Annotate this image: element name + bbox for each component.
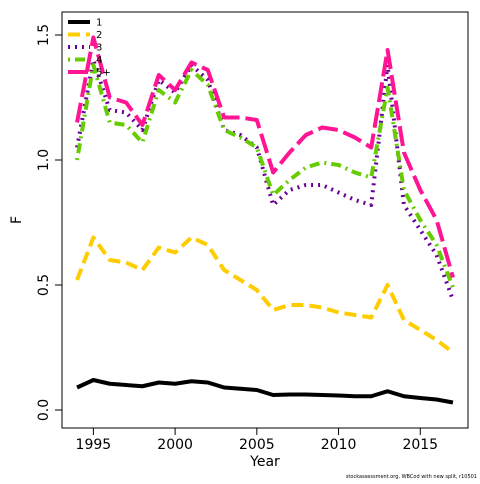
y-tick-label: 1.5 (36, 24, 52, 46)
y-tick-label: 0.5 (36, 274, 52, 296)
series-line (75, 35, 455, 279)
footnote: stockassessment.org, WBCod with new spli… (346, 474, 477, 480)
legend-label: 3 (96, 43, 102, 54)
plot-frame (61, 11, 469, 429)
series-line (75, 63, 455, 289)
legend-label: 5+ (96, 68, 111, 79)
x-tick-label: 2010 (321, 437, 357, 453)
x-tick-label: 2005 (239, 437, 275, 453)
series-line (75, 235, 455, 355)
x-axis-label: Year (249, 454, 280, 470)
x-tick-label: 2000 (157, 437, 193, 453)
y-tick-label: 0.0 (36, 399, 52, 421)
y-axis-label: F (9, 216, 25, 224)
legend-label: 1 (96, 18, 102, 29)
legend-label: 4 (96, 55, 102, 66)
series-line (76, 378, 454, 405)
legend-label: 2 (96, 30, 102, 41)
x-tick-label: 1995 (76, 437, 112, 453)
y-tick-label: 1.0 (36, 149, 52, 171)
x-tick-label: 2015 (402, 437, 438, 453)
